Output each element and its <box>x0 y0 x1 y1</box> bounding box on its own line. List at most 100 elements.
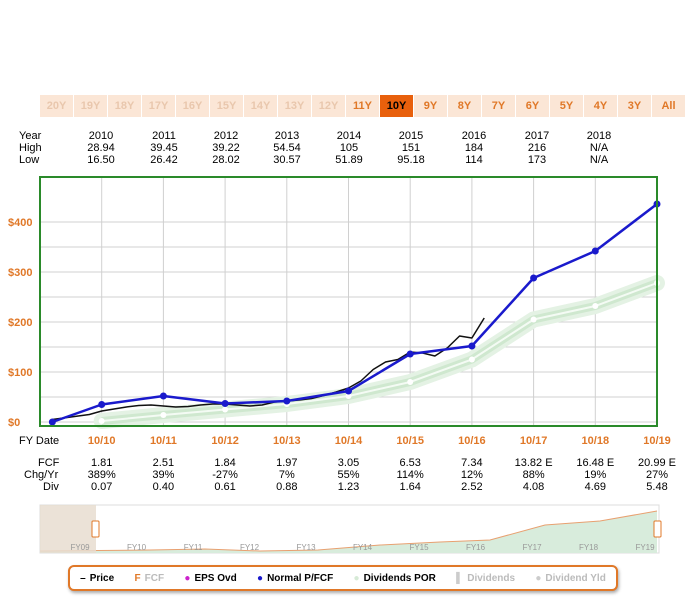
tab-11y[interactable]: 11Y <box>346 95 379 117</box>
navigator-year-label: FY19 <box>635 543 655 552</box>
dividends-por-point <box>468 356 475 363</box>
tab-17y[interactable]: 17Y <box>142 95 175 117</box>
chg-value: 55% <box>337 469 360 481</box>
x-tick-label: 10/10 <box>88 435 116 447</box>
tab-10y[interactable]: 10Y <box>380 95 413 117</box>
tab-16y[interactable]: 16Y <box>176 95 209 117</box>
low-cell: 51.89 <box>335 154 363 166</box>
tab-4y[interactable]: 4Y <box>584 95 617 117</box>
normal-pfcf-point <box>406 350 414 358</box>
year-cell: 2011 <box>152 130 176 142</box>
fcf-value: 16.48 E <box>576 457 615 469</box>
range-navigator[interactable]: FY09 FY10 FY11 FY12 FY13 FY14 FY15 FY16 FY17 FY18… <box>0 503 694 563</box>
div-value: 0.07 <box>90 481 113 493</box>
normal-pfcf-point <box>468 342 476 350</box>
high-cell: 39.22 <box>212 142 240 154</box>
year-cell: 2016 <box>461 130 487 142</box>
year-label: Year <box>19 130 42 142</box>
dividends-por-point <box>98 418 105 424</box>
year-cell: 2015 <box>398 130 424 142</box>
normal-pfcf-point <box>530 274 538 282</box>
legend-marker-icon: ▌ <box>456 572 464 584</box>
normal-pfcf-point <box>159 392 167 400</box>
fcf-value: 20.99 E <box>638 457 676 469</box>
high-cell: 105 <box>339 142 359 154</box>
x-tick-label: 10/19 <box>643 435 671 447</box>
chg-value: 114% <box>396 469 424 481</box>
dividends-por-point <box>407 379 414 385</box>
tab-9y[interactable]: 9Y <box>414 95 447 117</box>
tab-13y[interactable]: 13Y <box>278 95 311 117</box>
timeframe-tabs: 20Y 19Y 18Y 17Y 16Y 15Y 14Y 13Y 12Y 11Y 10Y 9Y 8Y 7Y 6… <box>40 95 685 117</box>
fcf-label: FCF <box>38 457 60 469</box>
navigator-year-label: FY10 <box>127 543 147 552</box>
dividends-por-line <box>101 282 658 422</box>
legend-marker-icon: ● <box>535 572 542 584</box>
div-value: 4.08 <box>522 481 545 493</box>
legend-marker-icon: ● <box>353 572 360 584</box>
tab-8y[interactable]: 8Y <box>448 95 481 117</box>
year-cell: 2014 <box>336 130 362 142</box>
tab-3y[interactable]: 3Y <box>618 95 651 117</box>
high-label: High <box>19 142 42 154</box>
chg-label: Chg/Yr <box>24 469 59 481</box>
chg-value: 27% <box>645 469 669 481</box>
div-value: 1.23 <box>337 481 360 493</box>
legend-item-dividend-yld[interactable]: ● Dividend Yld <box>535 573 605 584</box>
year-cell: 2018 <box>586 130 612 142</box>
navigator-left-handle[interactable] <box>91 520 100 538</box>
chart-legend: – Price F FCF ● EPS Ovd ● Normal P/FCF ● Dividend… <box>68 565 618 591</box>
legend-label: Dividend Yld <box>545 572 606 584</box>
navigator-year-label: FY11 <box>184 543 203 552</box>
fcf-value: 1.81 <box>90 457 113 469</box>
y-tick-label: $300 <box>8 267 32 279</box>
legend-item-dividends[interactable]: ▌ Dividends <box>456 573 515 584</box>
dividends-por-point <box>222 406 229 413</box>
tab-15y[interactable]: 15Y <box>210 95 243 117</box>
legend-label: Dividends <box>467 572 516 584</box>
x-tick-label: 10/13 <box>273 435 301 447</box>
chg-value: -27% <box>212 469 238 481</box>
div-value: 2.52 <box>461 481 483 493</box>
fcf-value: 13.82 E <box>514 457 553 469</box>
legend-item-dividends-por[interactable]: ● Dividends POR <box>354 573 436 584</box>
fcf-value: 7.34 <box>461 457 483 469</box>
year-cell: 2017 <box>524 130 550 142</box>
low-cell: 26.42 <box>150 154 178 166</box>
year-cell: 2010 <box>88 130 114 142</box>
tab-19y[interactable]: 19Y <box>74 95 107 117</box>
tab-5y[interactable]: 5Y <box>550 95 583 117</box>
fcf-value: 1.97 <box>276 457 298 469</box>
legend-marker-icon: F <box>134 572 141 584</box>
x-tick-label: 10/17 <box>520 435 548 447</box>
chg-value: 19% <box>584 469 607 481</box>
div-value: 1.64 <box>399 481 421 493</box>
div-value: 0.88 <box>276 481 298 493</box>
high-cell: 39.45 <box>150 142 178 154</box>
navigator-fcf-line <box>39 510 658 552</box>
legend-item-fcf[interactable]: F FCF <box>135 573 165 584</box>
high-cell: 54.54 <box>273 142 301 154</box>
high-cell: 28.94 <box>87 142 115 154</box>
x-tick-label: 10/18 <box>582 435 610 447</box>
low-label: Low <box>19 154 40 166</box>
tab-20y[interactable]: 20Y <box>40 95 73 117</box>
legend-marker-icon: ● <box>184 572 191 584</box>
y-tick-label: $200 <box>8 317 32 329</box>
legend-item-eps-ovd[interactable]: ● EPS Ovd <box>184 573 236 584</box>
tab-18y[interactable]: 18Y <box>108 95 141 117</box>
normal-pfcf-point <box>283 397 291 405</box>
year-cell: 2013 <box>274 130 300 142</box>
navigator-right-handle[interactable] <box>653 520 662 538</box>
tab-all[interactable]: All <box>652 95 685 117</box>
tab-6y[interactable]: 6Y <box>516 95 549 117</box>
chg-value: 39% <box>152 469 175 481</box>
tab-14y[interactable]: 14Y <box>244 95 277 117</box>
x-tick-label: 10/16 <box>458 435 486 447</box>
tab-7y[interactable]: 7Y <box>482 95 515 117</box>
low-cell: 173 <box>527 154 547 166</box>
legend-marker-icon: – <box>80 572 86 584</box>
tab-12y[interactable]: 12Y <box>312 95 345 117</box>
legend-item-price[interactable]: – Price <box>80 573 114 584</box>
legend-item-normal-p-fcf[interactable]: ● Normal P/FCF <box>257 573 333 584</box>
